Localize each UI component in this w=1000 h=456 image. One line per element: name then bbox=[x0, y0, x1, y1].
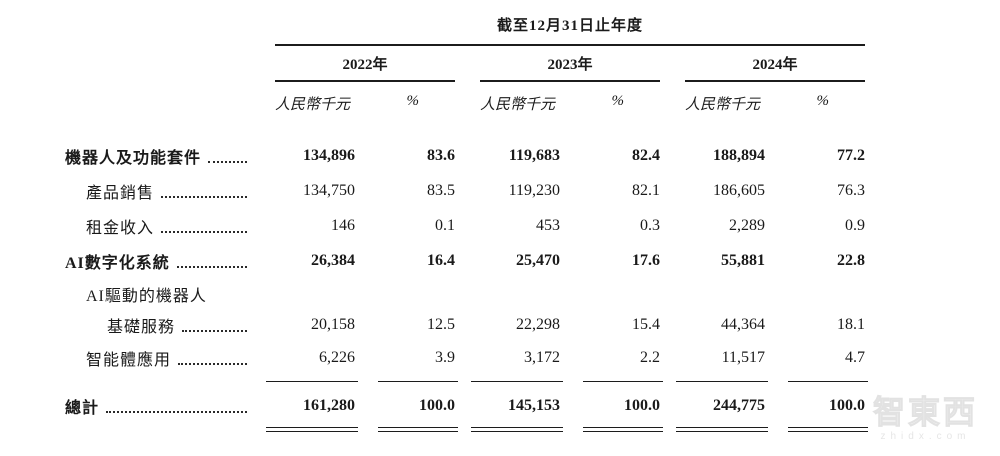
pct-cell: 100.0 bbox=[419, 397, 455, 414]
revenue-breakdown-table: 截至12月31日止年度 2022年 2023年 2024年 人民幣千元% 人民幣… bbox=[65, 14, 868, 439]
table-title: 截至12月31日止年度 bbox=[496, 18, 643, 34]
value-cell: 6,226 bbox=[319, 348, 355, 366]
pct-cell: 82.1 bbox=[632, 181, 660, 199]
value-cell: 55,881 bbox=[721, 251, 765, 269]
pct-cell: 76.3 bbox=[837, 181, 865, 199]
value-cell: 134,896 bbox=[303, 146, 355, 164]
value-cell: 134,750 bbox=[303, 181, 355, 199]
watermark: 智東西 zhidx.com bbox=[872, 394, 978, 443]
unit-header-2023: 人民幣千元 bbox=[480, 97, 556, 113]
pct-header-2022: % bbox=[406, 93, 420, 109]
pct-cell: 22.8 bbox=[837, 251, 865, 269]
subtotal-rule-row bbox=[65, 375, 868, 387]
pct-cell: 100.0 bbox=[624, 397, 660, 414]
year-2022-header: 2022年 bbox=[275, 46, 455, 82]
pct-cell: 100.0 bbox=[829, 397, 865, 414]
value-cell: 186,605 bbox=[713, 181, 765, 199]
pct-cell: 3.9 bbox=[435, 348, 455, 366]
table-row-product-sales: 產品銷售 134,750 83.5 119,230 82.1 186,605 7… bbox=[65, 173, 865, 208]
pct-cell: 77.2 bbox=[837, 146, 865, 164]
pct-header-2023: % bbox=[611, 93, 625, 109]
row-label: 租金收入 bbox=[65, 214, 275, 238]
row-label: 產品銷售 bbox=[65, 179, 275, 203]
value-cell: 26,384 bbox=[311, 251, 355, 269]
row-label: AI驅動的機器人 bbox=[86, 287, 207, 305]
table-row-ai-driven-robot: AI驅動的機器人 bbox=[65, 278, 865, 309]
pct-cell: 83.6 bbox=[427, 146, 455, 164]
value-cell: 2,289 bbox=[729, 216, 765, 234]
pct-cell: 18.1 bbox=[837, 315, 865, 333]
year-2024-header: 2024年 bbox=[685, 46, 865, 82]
value-cell: 188,894 bbox=[713, 146, 765, 164]
value-cell: 161,280 bbox=[303, 397, 355, 414]
pct-cell: 0.9 bbox=[845, 216, 865, 234]
table-body: 機器人及功能套件 134,896 83.6 119,683 82.4 188,8… bbox=[65, 138, 868, 439]
row-label: 智能體應用 bbox=[65, 346, 275, 370]
pct-cell: 16.4 bbox=[427, 251, 455, 269]
unit-header-2022: 人民幣千元 bbox=[275, 97, 351, 113]
value-cell: 20,158 bbox=[311, 315, 355, 333]
pct-cell: 0.1 bbox=[435, 216, 455, 234]
pct-cell: 83.5 bbox=[427, 181, 455, 199]
header-top-rule bbox=[275, 44, 865, 46]
dot-leader bbox=[208, 160, 247, 163]
row-label: 總計 bbox=[65, 394, 275, 418]
value-cell: 22,298 bbox=[516, 315, 560, 333]
value-cell: 3,172 bbox=[524, 348, 560, 366]
table-row-total: 總計 161,280 100.0 145,153 100.0 244,775 1… bbox=[65, 387, 865, 425]
value-cell: 244,775 bbox=[713, 397, 765, 414]
table-header: 截至12月31日止年度 bbox=[65, 14, 865, 44]
unit-header-2024: 人民幣千元 bbox=[685, 97, 761, 113]
watermark-logo: 智東西 bbox=[872, 394, 978, 430]
value-cell: 25,470 bbox=[516, 251, 560, 269]
table-row-rental-income: 租金收入 146 0.1 453 0.3 2,289 0.9 bbox=[65, 208, 865, 243]
pct-cell: 12.5 bbox=[427, 315, 455, 333]
total-double-rule-row bbox=[65, 427, 868, 439]
pct-header-2024: % bbox=[816, 93, 830, 109]
subheader-row: 人民幣千元% 人民幣千元% 人民幣千元% bbox=[65, 88, 865, 114]
dot-leader bbox=[161, 195, 247, 198]
dot-leader bbox=[161, 230, 247, 233]
pct-cell: 0.3 bbox=[640, 216, 660, 234]
pct-cell: 2.2 bbox=[640, 348, 660, 366]
pct-cell: 4.7 bbox=[845, 348, 865, 366]
dot-leader bbox=[176, 265, 247, 268]
value-cell: 146 bbox=[331, 216, 355, 234]
value-cell: 453 bbox=[536, 216, 560, 234]
dot-leader bbox=[182, 329, 247, 332]
table-row-robots-kits: 機器人及功能套件 134,896 83.6 119,683 82.4 188,8… bbox=[65, 138, 865, 173]
dot-leader bbox=[106, 410, 247, 413]
value-cell: 119,683 bbox=[508, 146, 560, 164]
value-cell: 145,153 bbox=[508, 397, 560, 414]
dot-leader bbox=[178, 362, 247, 365]
row-label: 基礎服務 bbox=[65, 313, 275, 337]
row-label: AI數字化系統 bbox=[65, 249, 275, 273]
table-row-agent-applications: 智能體應用 6,226 3.9 3,172 2.2 11,517 4.7 bbox=[65, 340, 865, 375]
value-cell: 44,364 bbox=[721, 315, 765, 333]
pct-cell: 82.4 bbox=[632, 146, 660, 164]
watermark-site-text: zhidx.com bbox=[880, 431, 971, 442]
pct-cell: 15.4 bbox=[632, 315, 660, 333]
table-row-basic-services: 基礎服務 20,158 12.5 22,298 15.4 44,364 18.1 bbox=[65, 309, 865, 340]
value-cell: 11,517 bbox=[721, 348, 765, 366]
value-cell: 119,230 bbox=[508, 181, 560, 199]
table-row-ai-digital-system: AI數字化系統 26,384 16.4 25,470 17.6 55,881 2… bbox=[65, 243, 865, 278]
year-2023-header: 2023年 bbox=[480, 46, 660, 82]
year-header-row: 2022年 2023年 2024年 bbox=[65, 46, 865, 82]
row-label: 機器人及功能套件 bbox=[65, 144, 275, 168]
pct-cell: 17.6 bbox=[632, 251, 660, 269]
